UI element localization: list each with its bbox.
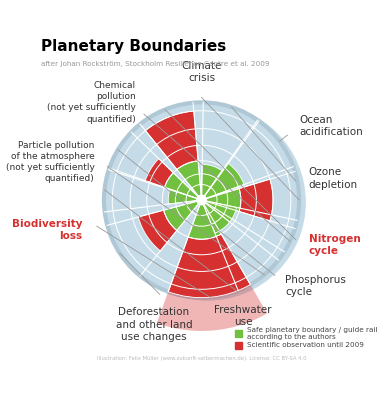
Text: Biodiversity
loss: Biodiversity loss — [12, 218, 83, 241]
Wedge shape — [202, 163, 244, 200]
Wedge shape — [168, 189, 202, 204]
Wedge shape — [145, 159, 173, 188]
Text: Scientific observation until 2009: Scientific observation until 2009 — [247, 342, 364, 348]
Wedge shape — [168, 234, 250, 298]
Bar — [235, 342, 242, 349]
Wedge shape — [177, 161, 202, 200]
Wedge shape — [202, 200, 232, 233]
Text: Planetary Boundaries: Planetary Boundaries — [41, 39, 226, 54]
Text: Ozone
depletion: Ozone depletion — [309, 167, 358, 190]
Text: Phosphorus
cycle: Phosphorus cycle — [285, 274, 346, 297]
Circle shape — [104, 102, 299, 298]
Text: Safe planetary boundary / guide rail
according to the authors: Safe planetary boundary / guide rail acc… — [247, 327, 377, 340]
Text: Ocean
acidification: Ocean acidification — [299, 115, 363, 137]
Wedge shape — [239, 179, 273, 221]
Circle shape — [110, 105, 305, 300]
Wedge shape — [202, 200, 237, 222]
Wedge shape — [139, 210, 177, 251]
Bar — [235, 330, 242, 337]
Text: Particle pollution
of the atmosphere
(not yet sufficiently
quantified): Particle pollution of the atmosphere (no… — [5, 141, 94, 183]
Wedge shape — [164, 200, 202, 230]
Text: Climate
crisis: Climate crisis — [181, 61, 222, 83]
Circle shape — [197, 195, 206, 205]
Wedge shape — [202, 188, 241, 212]
Text: Freshwater
use: Freshwater use — [215, 305, 272, 327]
Wedge shape — [146, 111, 198, 170]
Circle shape — [120, 114, 295, 290]
Text: after Johan Rockström, Stockholm Resilience Centre et al. 2009: after Johan Rockström, Stockholm Resilie… — [41, 61, 269, 67]
Wedge shape — [202, 164, 222, 200]
Circle shape — [134, 129, 281, 276]
Text: Nitrogen
cycle: Nitrogen cycle — [309, 234, 360, 256]
Wedge shape — [157, 284, 267, 331]
Wedge shape — [164, 173, 202, 200]
Wedge shape — [188, 200, 221, 239]
Text: Deforestation
and other land
use changes: Deforestation and other land use changes — [116, 307, 192, 342]
Text: Chemical
pollution
(not yet sufficiently
quantified): Chemical pollution (not yet sufficiently… — [47, 81, 136, 124]
Text: Illustration: Felix Müller (www.zukunft-selbermachen.de). License: CC BY-SA 4.0: Illustration: Felix Müller (www.zukunft-… — [97, 356, 307, 361]
